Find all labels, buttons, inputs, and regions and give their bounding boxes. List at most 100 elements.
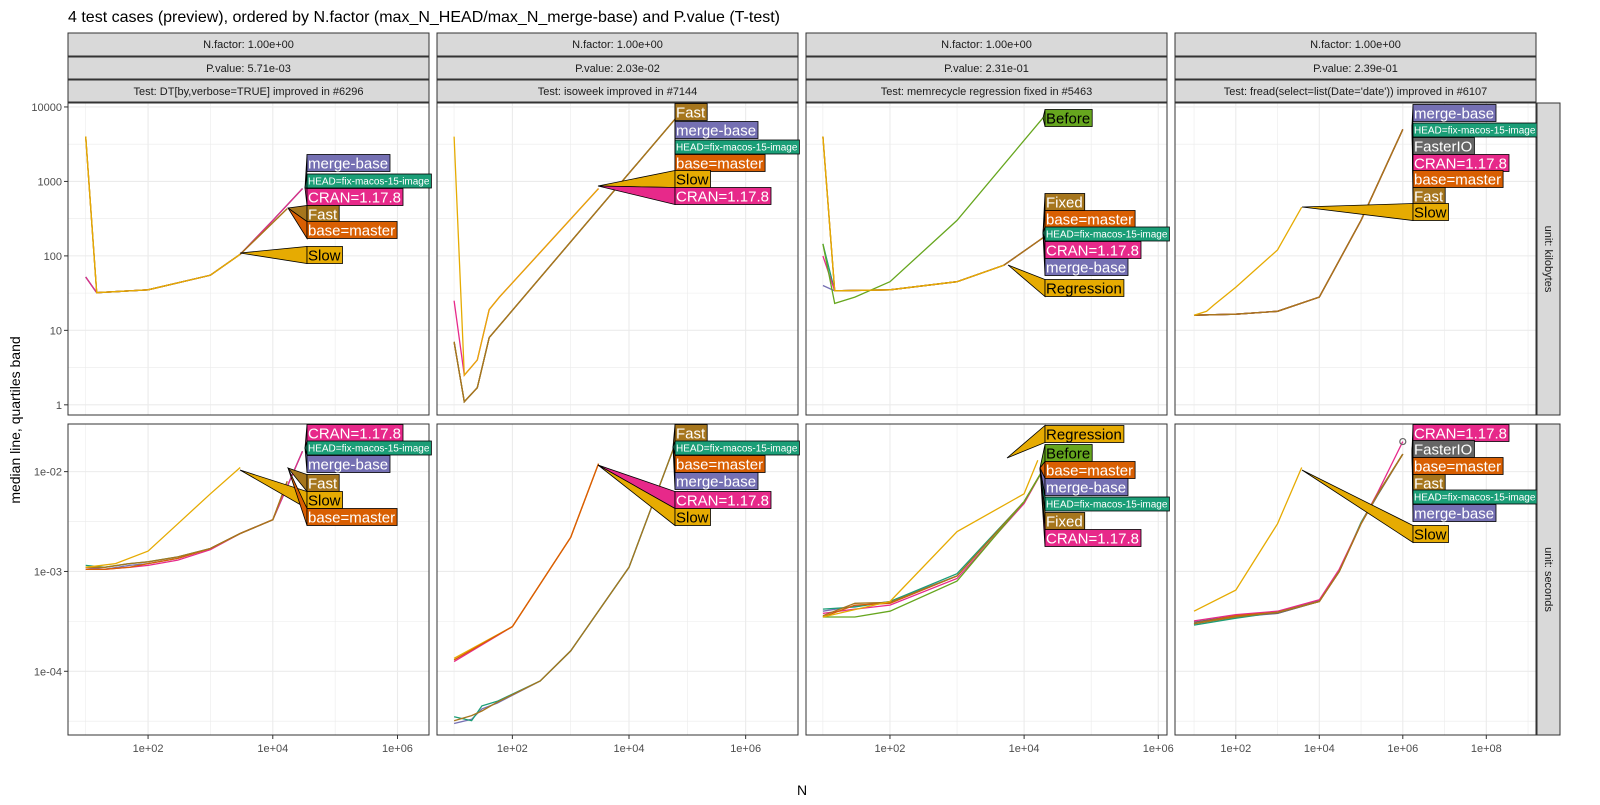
panel-border <box>805 102 1168 416</box>
label-text: Slow <box>676 171 709 188</box>
direct-label: base=master <box>287 207 398 240</box>
facet-strip-pvalue <box>805 56 1168 80</box>
label-text: HEAD=fix-macos-15-image <box>1046 500 1168 511</box>
series-line-before <box>822 115 1045 305</box>
label-box <box>1412 504 1497 522</box>
label-box <box>1044 258 1129 276</box>
label-text: Regression <box>1046 280 1122 297</box>
direct-label: CRAN=1.17.8 <box>1411 424 1510 451</box>
label-text: CRAN=1.17.8 <box>1414 425 1507 442</box>
facet-strip-test <box>805 79 1168 103</box>
facet-strip-row-label: unit: kilobytes <box>1542 226 1554 293</box>
label-box <box>1044 109 1093 127</box>
label-box <box>306 154 391 172</box>
direct-label: merge-base <box>304 447 391 473</box>
label-box <box>306 508 398 526</box>
series-line-regression <box>822 136 1005 292</box>
label-text: CRAN=1.17.8 <box>1046 242 1139 259</box>
label-text: merge-base <box>308 155 388 172</box>
panel-border <box>436 423 799 736</box>
facet-strip-pvalue <box>1174 56 1537 80</box>
chart-title: 4 test cases (preview), ordered by N.fac… <box>68 9 780 26</box>
direct-label: HEAD=fix-macos-15-image <box>304 173 432 189</box>
series-line-fast <box>453 118 677 404</box>
label-box <box>674 440 800 456</box>
label-box <box>1044 279 1125 297</box>
panel-background <box>68 103 429 415</box>
facet-strip-row-label: unit: seconds <box>1542 547 1554 612</box>
label-text: Fast <box>1414 475 1444 492</box>
label-text: Slow <box>1414 526 1447 543</box>
label-text: HEAD=fix-macos-15-image <box>1414 126 1536 137</box>
panel-background <box>68 424 429 735</box>
label-text: HEAD=fix-macos-15-image <box>1046 230 1168 241</box>
label-text: HEAD=fix-macos-15-image <box>308 177 430 188</box>
series-line-slow <box>85 467 241 568</box>
panel-border <box>436 102 799 416</box>
direct-label: Regression <box>1007 264 1125 297</box>
direct-label: Slow <box>239 246 343 264</box>
direct-label: merge-base <box>304 154 391 189</box>
direct-label: HEAD=fix-macos-15-image <box>304 440 432 456</box>
label-box <box>1412 525 1449 543</box>
label-text: Slow <box>676 509 709 526</box>
facet-strip-test <box>67 79 430 103</box>
facet-strip-label: P.value: 2.31e-01 <box>944 63 1029 75</box>
facet-strip-label: P.value: 5.71e-03 <box>206 63 291 75</box>
label-text: merge-base <box>1046 479 1126 496</box>
label-text: CRAN=1.17.8 <box>676 188 769 205</box>
label-text: HEAD=fix-macos-15-image <box>308 444 430 455</box>
label-text: CRAN=1.17.8 <box>1414 155 1507 172</box>
label-box <box>1044 478 1129 496</box>
panel-border <box>67 423 430 736</box>
direct-label: merge-base <box>1411 104 1497 126</box>
label-text: Fast <box>308 206 338 223</box>
x-tick-label: 1e+04 <box>1304 743 1335 755</box>
direct-label: base=master <box>287 467 398 526</box>
x-tick-label: 1e+02 <box>133 743 164 755</box>
y-tick-label: 1 <box>56 400 62 412</box>
direct-label: base=master <box>1042 210 1136 234</box>
panel-background <box>1175 424 1536 735</box>
facet-strip-label: Test: fread(select=list(Date='date')) im… <box>1224 86 1487 98</box>
label-box <box>1412 203 1449 221</box>
label-box <box>1044 496 1170 512</box>
x-tick-label: 1e+06 <box>1143 743 1174 755</box>
facet-strip-nfactor <box>436 32 799 57</box>
label-box <box>1044 226 1170 242</box>
label-text: base=master <box>1414 458 1501 475</box>
x-tick-label: 1e+08 <box>1471 743 1502 755</box>
y-tick-label: 10000 <box>31 102 62 114</box>
label-text: Regression <box>1046 426 1122 443</box>
label-text: Fixed <box>1046 513 1083 530</box>
label-box <box>306 188 404 206</box>
x-tick-label: 1e+02 <box>497 743 528 755</box>
label-text: base=master <box>1414 171 1501 188</box>
label-text: Slow <box>308 247 341 264</box>
direct-label: Slow <box>597 170 711 188</box>
panel-border <box>805 423 1168 736</box>
direct-label: base=master <box>672 446 766 473</box>
direct-label: Slow <box>239 469 343 509</box>
direct-label: Slow <box>1301 203 1449 221</box>
x-tick-label: 1e+06 <box>382 743 413 755</box>
facet-strip-pvalue <box>67 56 430 80</box>
facet-strip-label: P.value: 2.39e-01 <box>1313 63 1398 75</box>
direct-label: Slow <box>1301 469 1449 543</box>
series-line-slow <box>453 136 599 377</box>
x-tick-label: 1e+06 <box>730 743 761 755</box>
series-line-fast <box>453 445 676 722</box>
x-tick-label: 1e+04 <box>1009 743 1040 755</box>
label-box <box>674 187 772 205</box>
data-point-marker <box>1399 437 1407 446</box>
x-tick-label: 1e+02 <box>1220 743 1251 755</box>
label-text: Slow <box>1414 204 1447 221</box>
direct-label: Fast <box>674 103 708 121</box>
label-text: Fast <box>308 475 338 492</box>
series-line-cran-1-17-8 <box>822 467 1045 615</box>
y-tick-label: 10 <box>50 325 62 337</box>
label-box <box>674 472 759 490</box>
label-box <box>306 440 432 456</box>
direct-label: merge-base <box>1411 449 1497 522</box>
